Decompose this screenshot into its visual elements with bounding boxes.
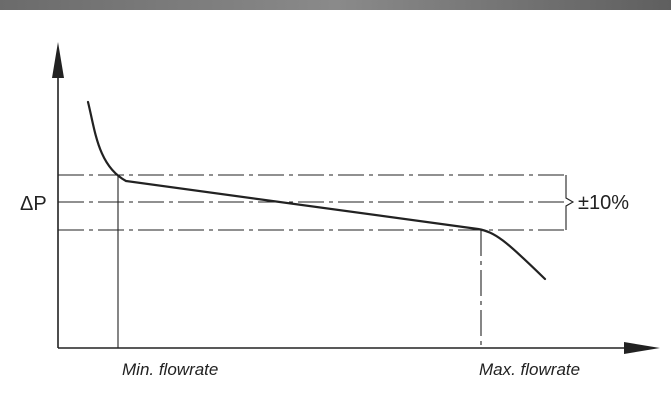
pressure-curve — [86, 100, 547, 281]
min-flowrate-label: Min. flowrate — [122, 360, 218, 379]
top-banner — [0, 0, 671, 10]
max-flowrate-label: Max. flowrate — [479, 360, 580, 379]
tolerance-label: ±10% — [578, 192, 629, 214]
delta-p-label: ΔP — [20, 193, 47, 215]
y-axis-arrowhead — [52, 42, 64, 78]
tolerance-brace — [565, 175, 575, 230]
x-axis-arrowhead — [624, 342, 660, 354]
